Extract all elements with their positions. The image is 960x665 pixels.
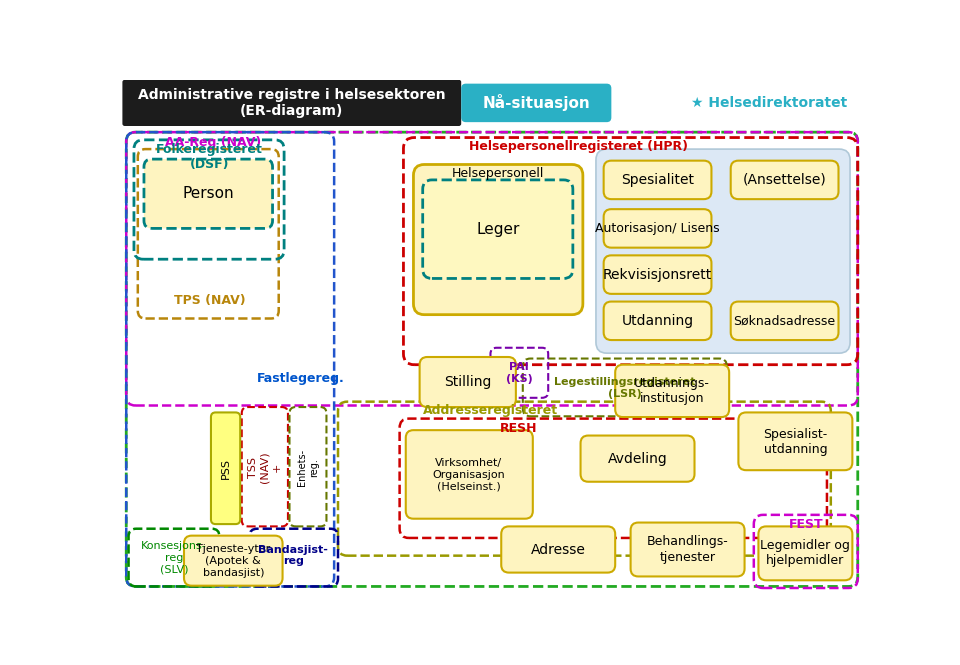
Text: AA-Reg (NAV): AA-Reg (NAV)	[165, 136, 261, 150]
Text: Autorisasjon/ Lisens: Autorisasjon/ Lisens	[595, 222, 720, 235]
FancyBboxPatch shape	[144, 159, 273, 228]
Text: Søknadsadresse: Søknadsadresse	[733, 315, 835, 327]
Text: PSS: PSS	[221, 458, 230, 479]
FancyBboxPatch shape	[596, 149, 850, 353]
Text: TSS
(NAV)
+: TSS (NAV) +	[249, 452, 281, 483]
Text: Bandasjist-
reg: Bandasjist- reg	[258, 545, 328, 567]
FancyBboxPatch shape	[461, 84, 612, 122]
Text: Spesialist-
utdanning: Spesialist- utdanning	[763, 428, 828, 456]
Text: Fastlegereg.: Fastlegereg.	[257, 372, 345, 385]
FancyBboxPatch shape	[631, 523, 745, 577]
Text: Stilling: Stilling	[444, 376, 492, 390]
FancyBboxPatch shape	[123, 80, 461, 126]
FancyBboxPatch shape	[422, 180, 573, 279]
Text: Konsesjons-
reg
(SLV): Konsesjons- reg (SLV)	[141, 541, 206, 575]
FancyBboxPatch shape	[604, 209, 711, 247]
FancyBboxPatch shape	[406, 430, 533, 519]
Text: Helsepersonell: Helsepersonell	[452, 167, 544, 180]
Text: Person: Person	[182, 186, 234, 201]
Text: Enhets-
reg.: Enhets- reg.	[298, 449, 319, 485]
FancyBboxPatch shape	[731, 301, 838, 340]
FancyBboxPatch shape	[420, 357, 516, 407]
Text: Behandlings-
tjenester: Behandlings- tjenester	[647, 535, 729, 563]
Text: Legestillingsregisteret
(LSR): Legestillingsregisteret (LSR)	[554, 377, 695, 398]
FancyBboxPatch shape	[738, 412, 852, 470]
Text: Adresse: Adresse	[531, 543, 586, 557]
FancyBboxPatch shape	[615, 364, 730, 417]
Text: Tjeneste­yter
(Apotek &
bandasjist): Tjeneste­yter (Apotek & bandasjist)	[196, 545, 271, 578]
Text: Folkeregisteret
(DSF): Folkeregisteret (DSF)	[156, 143, 263, 171]
Text: (Ansettelse): (Ansettelse)	[743, 173, 827, 187]
Text: ★ Helsedirektoratet: ★ Helsedirektoratet	[691, 96, 848, 110]
FancyBboxPatch shape	[604, 255, 711, 294]
FancyBboxPatch shape	[211, 412, 240, 524]
Text: Nå-situasjon: Nå-situasjon	[483, 94, 590, 112]
FancyBboxPatch shape	[604, 301, 711, 340]
Text: PAI
(KS): PAI (KS)	[506, 362, 533, 384]
FancyBboxPatch shape	[758, 527, 852, 581]
FancyBboxPatch shape	[184, 535, 282, 586]
FancyBboxPatch shape	[581, 436, 694, 481]
Text: Virksomhet/
Organisasjon
(Helseinst.): Virksomhet/ Organisasjon (Helseinst.)	[433, 458, 505, 491]
Text: Avdeling: Avdeling	[608, 452, 667, 465]
Text: Helsepersonellregisteret (HPR): Helsepersonellregisteret (HPR)	[468, 140, 688, 154]
FancyBboxPatch shape	[604, 161, 711, 199]
Text: Utdanning: Utdanning	[621, 314, 694, 328]
Text: Addresseregisteret: Addresseregisteret	[422, 404, 558, 418]
FancyBboxPatch shape	[731, 161, 838, 199]
Text: Leger: Leger	[476, 221, 520, 237]
FancyBboxPatch shape	[501, 527, 615, 573]
Text: Utdannings-
institusjon: Utdannings- institusjon	[635, 377, 710, 405]
Text: RESH: RESH	[500, 422, 538, 435]
Text: Administrative registre i helsesektoren
(ER-diagram): Administrative registre i helsesektoren …	[138, 88, 445, 118]
Text: Spesialitet: Spesialitet	[621, 173, 694, 187]
Text: FEST: FEST	[789, 517, 824, 531]
FancyBboxPatch shape	[414, 164, 583, 315]
Text: TPS (NAV): TPS (NAV)	[174, 295, 245, 307]
Text: Legemidler og
hjelpemidler: Legemidler og hjelpemidler	[760, 539, 851, 567]
Text: Rekvisisjonsrett: Rekvisisjonsrett	[603, 267, 712, 281]
